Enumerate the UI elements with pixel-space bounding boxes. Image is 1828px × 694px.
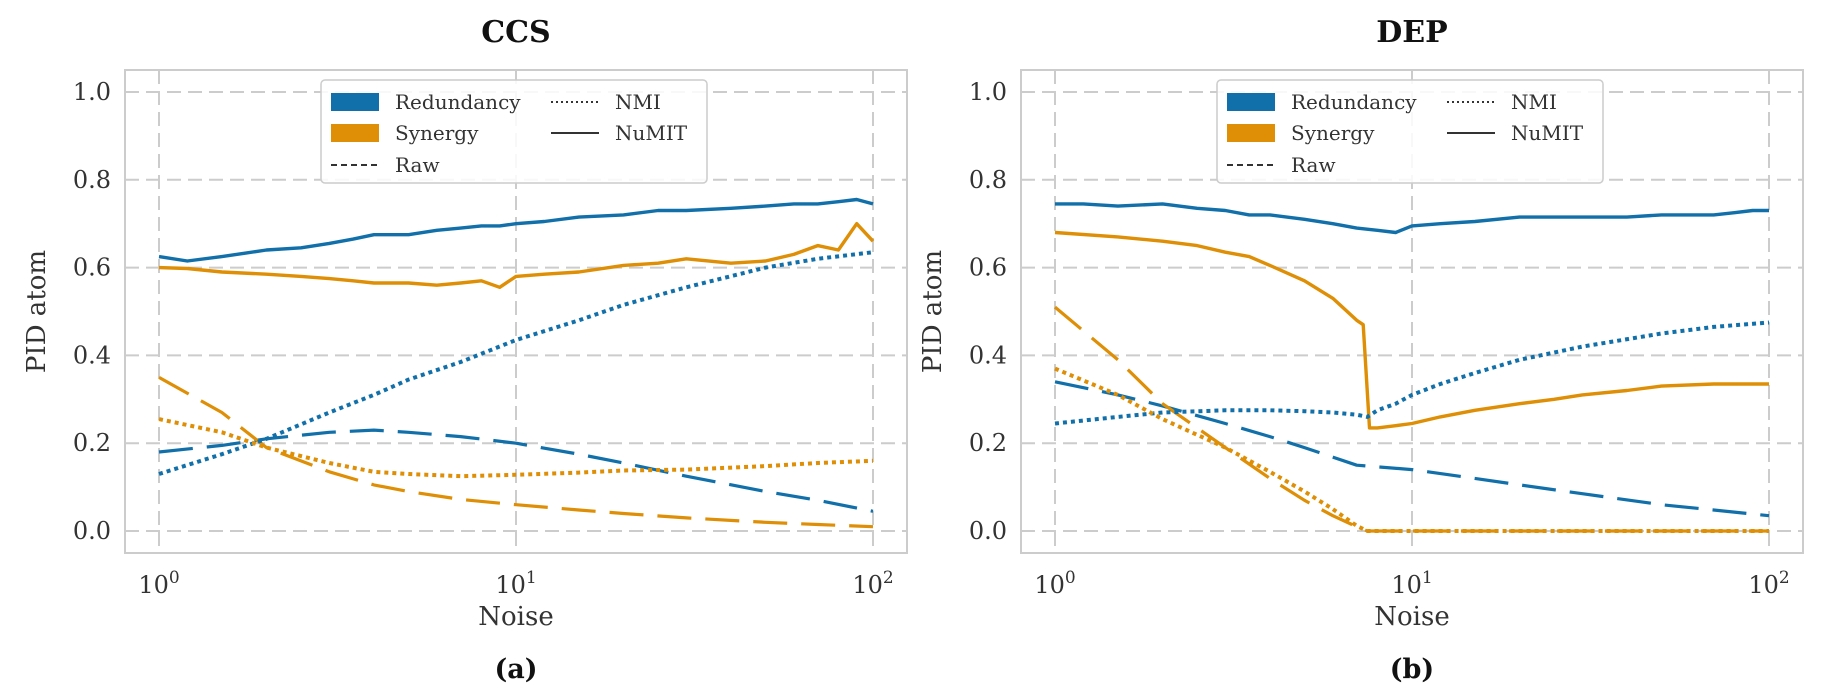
legend-swatch-redundancy	[331, 93, 379, 111]
y-tick-label: 0.2	[73, 429, 111, 457]
plot-frame	[124, 69, 908, 554]
series-redundancy-nmi	[158, 250, 874, 476]
plot-frame	[1020, 69, 1804, 554]
series-redundancy-raw	[1054, 380, 1770, 518]
series-redundancy-nmi	[1054, 320, 1770, 426]
panel-dep: DEP 0.0 0.2 0.4 0.6 0.8 1.0 100 101 102 Noise PID a…	[918, 15, 1804, 685]
legend-label-redundancy: Redundancy	[1291, 90, 1417, 114]
y-tick-label: 1.0	[73, 78, 111, 106]
panel-ccs: CCS 0.0 0.2 0.4 0.6 0.8 1.0 100 101 102 Noise PID a…	[22, 15, 908, 685]
y-tick-label: 0.6	[73, 254, 111, 282]
series-synergy-nmi	[158, 417, 874, 479]
legend-box	[1216, 79, 1604, 184]
x-axis-label: Noise	[478, 602, 553, 632]
y-tick-label: 1.0	[969, 78, 1007, 106]
legend-label-redundancy: Redundancy	[395, 90, 521, 114]
y-tick-label: 0.0	[969, 517, 1007, 545]
legend-box	[320, 79, 708, 184]
legend-label-numit: NuMIT	[615, 121, 688, 145]
y-tick-label: 0.4	[969, 341, 1007, 369]
series-redundancy-raw	[158, 428, 874, 513]
x-tick-label: 101	[1391, 568, 1432, 599]
legend-label-synergy: Synergy	[1291, 121, 1375, 145]
series-redundancy-numit	[1055, 202, 1769, 235]
legend-label-nmi: NMI	[1511, 90, 1557, 114]
x-tick-label: 102	[1748, 568, 1789, 599]
legend: Redundancy Synergy Raw NMI NuMIT	[320, 79, 708, 184]
y-tick-label: 0.8	[969, 166, 1007, 194]
x-tick-label: 101	[495, 568, 536, 599]
y-tick-label: 0.8	[73, 166, 111, 194]
y-tick-label: 0.2	[969, 429, 1007, 457]
y-tick-label: 0.4	[73, 341, 111, 369]
legend-label-raw: Raw	[1291, 153, 1336, 177]
y-axis-label: PID atom	[22, 250, 52, 373]
series-synergy-raw	[158, 376, 874, 529]
legend: Redundancy Synergy Raw NMI NuMIT	[1216, 79, 1604, 184]
panel-caption: (b)	[1390, 654, 1434, 685]
y-tick-label: 0.6	[969, 254, 1007, 282]
chart-title: DEP	[1376, 15, 1447, 50]
legend-label-nmi: NMI	[615, 90, 661, 114]
chart-title: CCS	[481, 15, 550, 50]
x-axis-label: Noise	[1374, 602, 1449, 632]
legend-label-synergy: Synergy	[395, 121, 479, 145]
y-axis-label: PID atom	[918, 250, 948, 373]
legend-swatch-synergy	[331, 124, 379, 142]
x-tick-label: 100	[1034, 568, 1075, 599]
series-synergy-numit	[158, 221, 875, 289]
x-tick-label: 102	[852, 568, 893, 599]
legend-swatch-synergy	[1227, 124, 1275, 142]
x-tick-label: 100	[138, 568, 179, 599]
series-synergy-nmi	[1054, 366, 1769, 533]
legend-label-raw: Raw	[395, 153, 440, 177]
legend-swatch-redundancy	[1227, 93, 1275, 111]
series-redundancy-numit	[158, 197, 874, 263]
series-synergy-numit	[1054, 230, 1769, 430]
panel-caption: (a)	[494, 654, 537, 685]
legend-label-numit: NuMIT	[1511, 121, 1584, 145]
y-tick-label: 0.0	[73, 517, 111, 545]
